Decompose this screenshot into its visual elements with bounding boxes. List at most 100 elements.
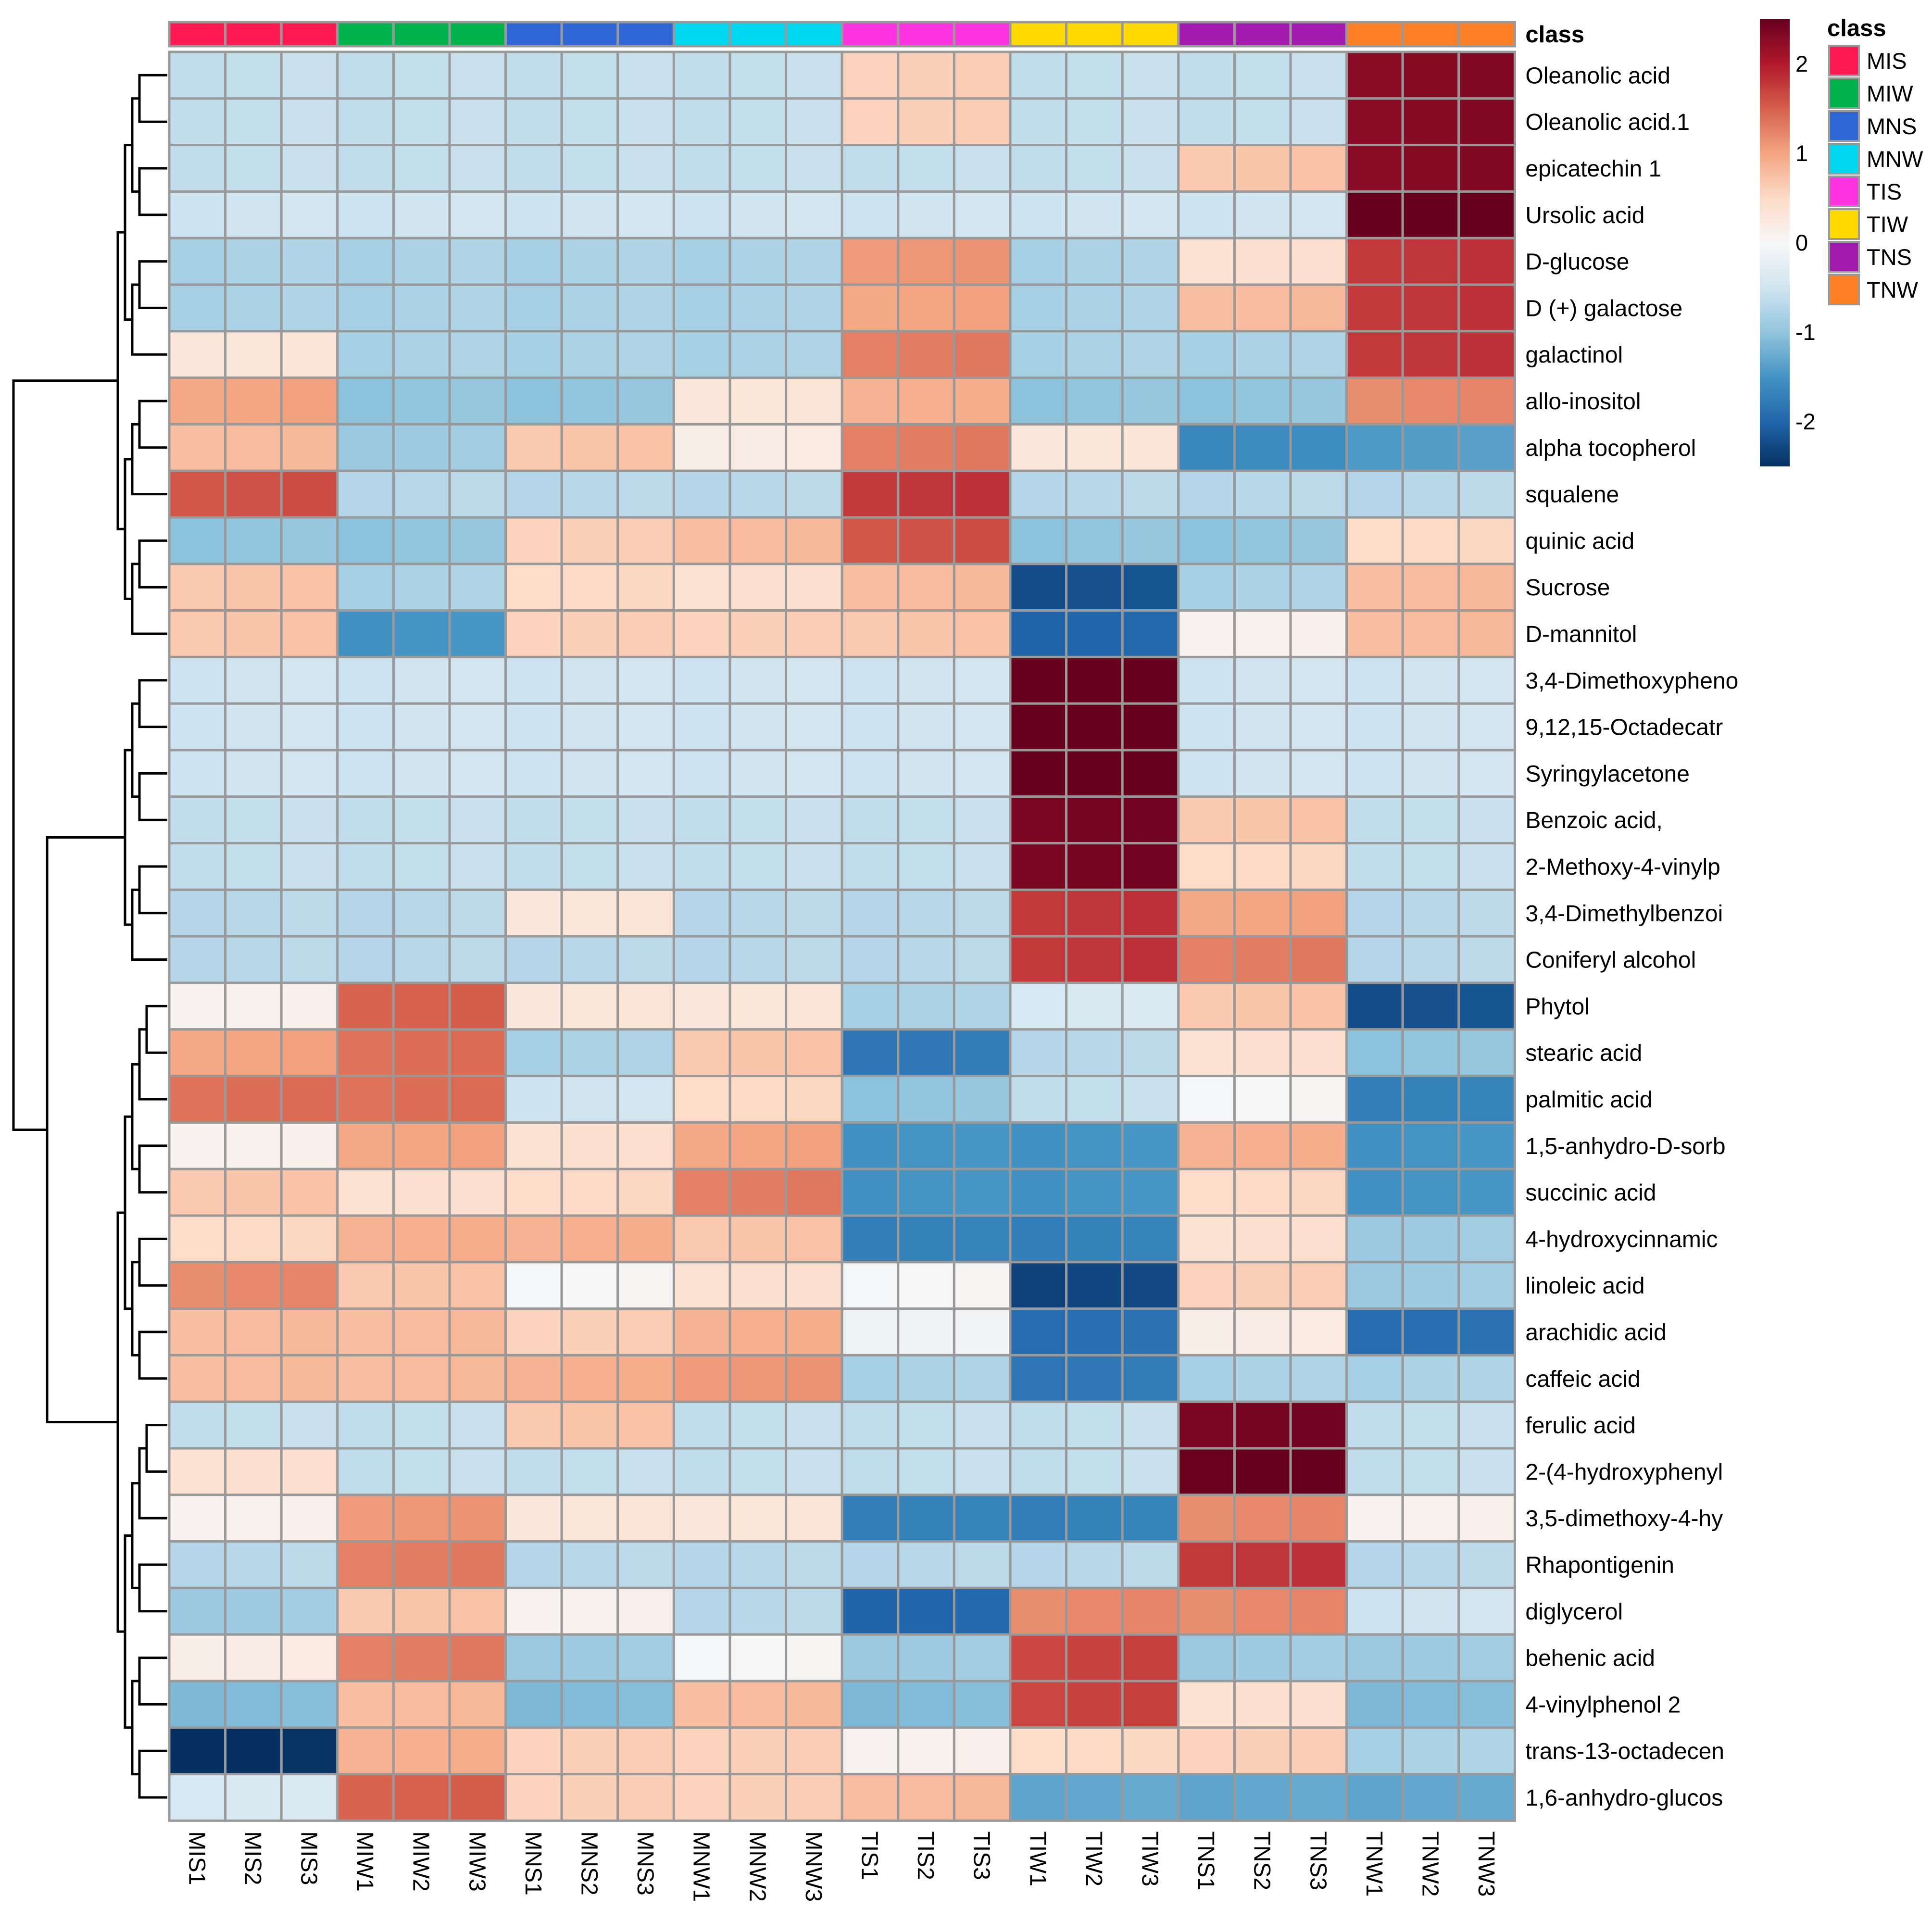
heatmap-cell (1345, 749, 1404, 798)
row-label: Coniferyl alcohol (1525, 948, 1696, 973)
class-legend-label: MNS (1867, 113, 1917, 139)
heatmap-cell (841, 1168, 900, 1217)
heatmap-cell (448, 423, 507, 472)
heatmap-cell (392, 283, 451, 333)
heatmap-cell (785, 981, 843, 1031)
heatmap-cell (392, 795, 451, 845)
heatmap-cell (560, 1447, 619, 1496)
row-label: allo-inositol (1525, 389, 1641, 414)
heatmap-cell (953, 749, 1012, 798)
class-legend-swatch (1828, 45, 1860, 76)
heatmap-cell (1345, 1168, 1404, 1217)
heatmap-cell (224, 377, 283, 426)
annotation-cell-TIW2 (1065, 21, 1124, 48)
heatmap-cell (224, 1447, 283, 1496)
dendrogram-link (12, 379, 118, 1131)
heatmap-cell (280, 330, 339, 379)
heatmap-cell (728, 609, 788, 658)
heatmap-cell (1289, 1261, 1348, 1310)
heatmap-cell (392, 655, 451, 705)
heatmap-cell (224, 283, 283, 333)
heatmap-cell (1177, 563, 1236, 612)
heatmap-cell (280, 377, 339, 426)
heatmap-cell (1177, 795, 1236, 845)
heatmap-cell (953, 1028, 1012, 1078)
heatmap-cell (392, 1400, 451, 1450)
heatmap-cell (560, 842, 619, 891)
heatmap-cell (1121, 1354, 1180, 1403)
heatmap-cell (560, 1773, 619, 1822)
heatmap-cell (728, 1773, 788, 1822)
heatmap-cell (785, 842, 843, 891)
annotation-cell-MIW3 (448, 21, 507, 48)
heatmap-cell (1345, 1307, 1404, 1356)
heatmap-cell (1289, 377, 1348, 426)
heatmap-cell (728, 237, 788, 286)
heatmap-cell (560, 1586, 619, 1636)
heatmap-cell (1009, 1261, 1068, 1310)
heatmap-cell (1121, 1773, 1180, 1822)
heatmap-cell (1177, 609, 1236, 658)
heatmap-cell (448, 981, 507, 1031)
heatmap-cell (504, 377, 563, 426)
heatmap-cell (841, 1540, 900, 1589)
heatmap-cell (336, 283, 395, 333)
heatmap-cell (1289, 1773, 1348, 1822)
heatmap-cell (953, 702, 1012, 752)
heatmap-cell (1233, 1447, 1292, 1496)
heatmap-cell (224, 1354, 283, 1403)
heatmap-cell (841, 1586, 900, 1636)
heatmap-cell (1009, 1540, 1068, 1589)
heatmap-cell (1177, 1447, 1236, 1496)
heatmap-cell (1289, 795, 1348, 845)
heatmap-cell (1457, 655, 1516, 705)
heatmap-cell (785, 469, 843, 519)
heatmap-cell (785, 1447, 843, 1496)
heatmap-cell (504, 190, 563, 239)
heatmap-cell (1009, 563, 1068, 612)
heatmap-cell (953, 1680, 1012, 1729)
row-label: 4-hydroxycinnamic (1525, 1227, 1718, 1252)
heatmap-cell (336, 97, 395, 147)
heatmap-cell (1009, 842, 1068, 891)
heatmap-cell (1009, 283, 1068, 333)
heatmap-cell (1345, 1540, 1404, 1589)
row-label: Oleanolic acid.1 (1525, 110, 1690, 135)
heatmap-cell (672, 981, 731, 1031)
heatmap-cell (841, 981, 900, 1031)
heatmap-cell (841, 563, 900, 612)
heatmap-cell (1345, 50, 1404, 100)
heatmap-cell (1177, 1214, 1236, 1264)
heatmap-cell (560, 1261, 619, 1310)
heatmap-cell (1289, 516, 1348, 565)
heatmap-cell (1121, 423, 1180, 472)
heatmap-cell (1177, 97, 1236, 147)
heatmap-cell (448, 1726, 507, 1776)
heatmap-cell (1401, 1447, 1460, 1496)
heatmap-cell (953, 1307, 1012, 1356)
heatmap-cell (1233, 1307, 1292, 1356)
heatmap-cell (1121, 795, 1180, 845)
heatmap-cell (897, 1633, 955, 1682)
column-label: TIW2 (1081, 1831, 1106, 1886)
heatmap-cell (1457, 423, 1516, 472)
heatmap-cell (1177, 1307, 1236, 1356)
heatmap-cell (672, 1354, 731, 1403)
heatmap-cell (616, 609, 675, 658)
heatmap-cell (448, 563, 507, 612)
heatmap-cell (728, 1214, 788, 1264)
heatmap-cell (280, 1726, 339, 1776)
heatmap-cell (1289, 702, 1348, 752)
heatmap-cell (1009, 423, 1068, 472)
heatmap-cell (1065, 749, 1124, 798)
heatmap-cell (953, 144, 1012, 193)
heatmap-cell (953, 330, 1012, 379)
heatmap-cell (1289, 1168, 1348, 1217)
heatmap-cell (1289, 935, 1348, 984)
heatmap-cell (1345, 97, 1404, 147)
heatmap-cell (616, 749, 675, 798)
heatmap-cell (224, 1680, 283, 1729)
heatmap-cell (1345, 702, 1404, 752)
heatmap-cell (728, 1121, 788, 1170)
heatmap-cell (392, 842, 451, 891)
